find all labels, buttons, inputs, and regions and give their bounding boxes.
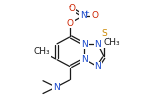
Text: O: O [68,4,75,13]
Text: N: N [80,11,87,20]
Text: O: O [91,11,98,20]
Text: +: + [83,10,89,16]
Text: CH₃: CH₃ [103,38,120,47]
Text: N: N [81,55,88,64]
Text: N: N [81,40,88,49]
Text: CH₃: CH₃ [34,47,51,56]
Text: N: N [53,83,59,92]
Text: N: N [94,62,101,71]
Text: O: O [67,19,74,28]
Text: N: N [94,40,101,49]
Text: -: - [68,3,71,9]
Text: S: S [101,29,107,38]
